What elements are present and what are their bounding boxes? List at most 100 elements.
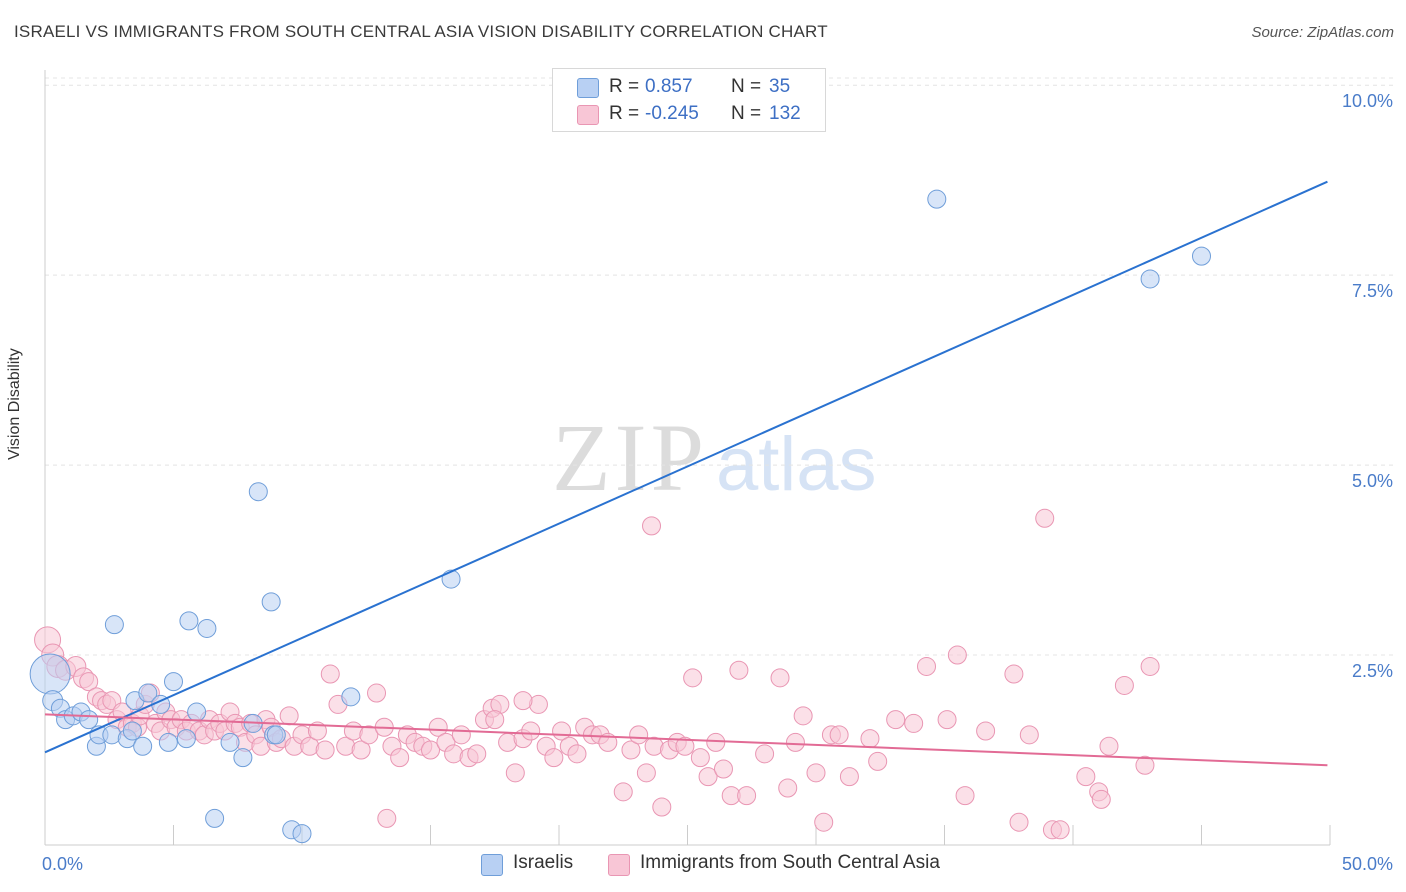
data-point	[839, 767, 859, 787]
data-point	[513, 691, 533, 711]
data-point	[947, 645, 967, 665]
data-point	[1019, 725, 1039, 745]
data-point	[1114, 675, 1134, 695]
data-point	[179, 611, 199, 631]
legend-n-value: 132	[769, 103, 801, 124]
legend-label: Immigrants from South Central Asia	[640, 852, 940, 873]
data-point	[79, 710, 99, 730]
data-point	[778, 778, 798, 798]
series-immigrants-points	[34, 508, 1160, 840]
data-point	[320, 664, 340, 684]
data-point	[428, 717, 448, 737]
data-point	[359, 725, 379, 745]
data-point	[598, 732, 618, 752]
data-point	[367, 683, 387, 703]
data-point	[652, 797, 672, 817]
data-point	[79, 672, 99, 692]
data-point	[785, 732, 805, 752]
tick-labels: 2.5% 5.0% 7.5% 10.0% 0.0% 50.0%	[42, 91, 1393, 874]
data-point	[706, 732, 726, 752]
y-tick-label: 5.0%	[1352, 471, 1393, 491]
legend-n-label: N =	[731, 103, 762, 124]
data-point	[1076, 767, 1096, 787]
data-point	[629, 725, 649, 745]
data-point	[138, 683, 158, 703]
data-point	[937, 710, 957, 730]
data-point	[904, 713, 924, 733]
chart-title: ISRAELI VS IMMIGRANTS FROM SOUTH CENTRAL…	[14, 22, 828, 41]
x-tick-label: 0.0%	[42, 854, 83, 874]
data-point	[917, 656, 937, 676]
series-israelis-points	[29, 189, 1211, 844]
data-point	[164, 672, 183, 692]
data-point	[642, 516, 662, 536]
legend-r-value: -0.245	[645, 103, 699, 124]
data-point	[187, 702, 207, 722]
data-point	[544, 748, 564, 768]
legend-swatch-pink	[608, 854, 630, 876]
y-tick-label: 10.0%	[1342, 91, 1393, 111]
data-point	[886, 710, 906, 730]
legend-r-label: R =	[609, 76, 640, 97]
data-point	[266, 725, 286, 745]
data-point	[698, 767, 718, 787]
data-point	[421, 740, 440, 760]
data-point	[814, 812, 834, 832]
data-point	[713, 759, 733, 779]
data-point	[451, 725, 471, 745]
data-point	[1135, 755, 1155, 775]
data-point	[351, 740, 371, 760]
data-point	[233, 748, 253, 768]
data-point	[122, 721, 142, 741]
data-point	[1140, 656, 1160, 676]
data-point	[279, 706, 299, 726]
data-point	[755, 744, 775, 764]
data-point	[829, 725, 849, 745]
legend-swatch-blue	[577, 78, 599, 98]
data-point	[158, 732, 178, 752]
y-tick-label: 7.5%	[1352, 281, 1393, 301]
data-point	[248, 482, 268, 502]
data-point	[1099, 736, 1119, 756]
data-point	[1050, 820, 1070, 840]
data-point	[636, 763, 656, 783]
legend-label: Israelis	[513, 852, 574, 873]
watermark-zip: ZIP	[552, 404, 708, 511]
data-point	[29, 653, 71, 695]
data-point	[176, 729, 196, 749]
legend-r-value: 0.857	[645, 76, 693, 97]
data-point	[133, 736, 153, 756]
data-point	[505, 763, 525, 783]
data-point	[307, 721, 327, 741]
data-point	[1004, 664, 1024, 684]
data-point	[729, 660, 749, 680]
source-credit: Source: ZipAtlas.com	[1251, 24, 1394, 41]
legend-n-label: N =	[731, 76, 762, 97]
data-point	[737, 786, 757, 806]
correlation-legend: R = 0.857 N = 35 R = -0.245 N = 132	[552, 68, 826, 132]
trend-line-immigrants	[44, 713, 1328, 767]
x-tick-label: 50.0%	[1342, 854, 1393, 874]
trend-lines	[44, 180, 1328, 767]
data-point	[197, 618, 217, 638]
legend-n-value: 35	[769, 76, 791, 97]
data-point	[868, 751, 888, 771]
data-point	[377, 808, 397, 828]
series-legend: Israelis Immigrants from South Central A…	[0, 852, 1406, 878]
legend-row-israelis: R = 0.857 N = 35	[553, 74, 825, 100]
data-point	[205, 808, 225, 828]
data-point	[292, 824, 312, 844]
data-point	[1140, 269, 1160, 289]
trend-line-israelis	[44, 180, 1328, 754]
watermark: ZIP atlas	[552, 404, 877, 511]
data-point	[770, 668, 790, 688]
legend-swatch-blue	[481, 854, 503, 876]
data-point	[860, 729, 880, 749]
data-point	[1091, 789, 1111, 809]
data-point	[1009, 812, 1029, 832]
data-point	[521, 721, 541, 741]
data-point	[806, 763, 826, 783]
grid-lines	[45, 77, 1395, 656]
data-point	[315, 740, 335, 760]
data-point	[441, 569, 461, 589]
